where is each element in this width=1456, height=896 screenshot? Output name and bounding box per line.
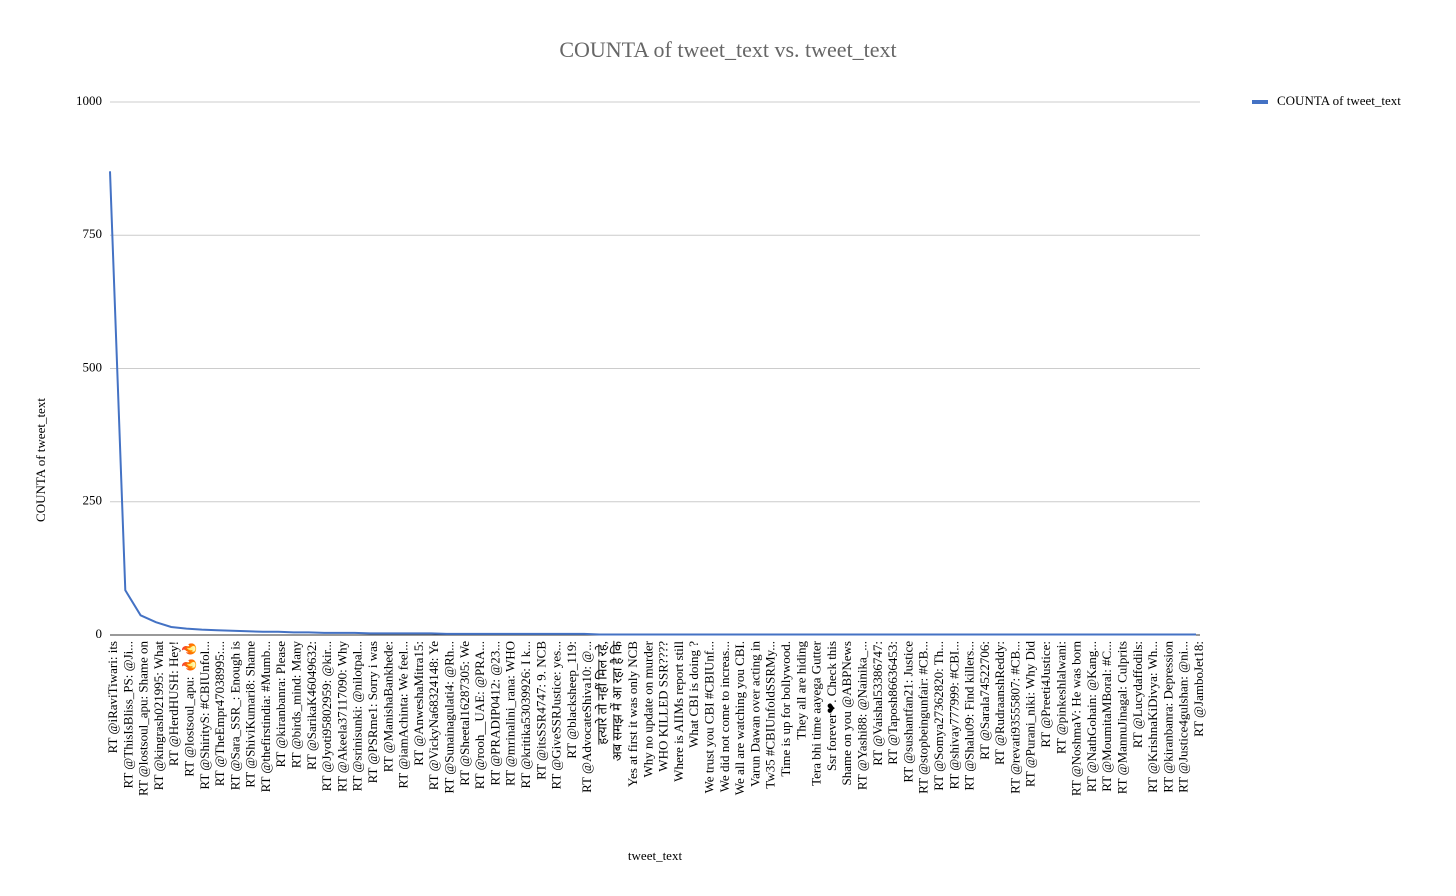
x-tick-label: We trust you CBI #CBIUnf... <box>702 641 717 793</box>
x-tick-label: RT @RudraanshReddy: <box>992 641 1007 765</box>
x-tick-label: We did not come to increas... <box>717 641 732 792</box>
x-tick-label: RT @Akeela37117090: Why <box>334 641 349 793</box>
x-tick-label: RT @thefirstindia: #Mumb... <box>258 641 273 792</box>
x-tick-label: Ssr forever❤. Check this <box>824 641 839 771</box>
x-tick-label: RT @KrishnaKiDivya: Wh... <box>1145 641 1160 793</box>
x-tick-label: RT @kritika53039926: I k... <box>518 641 533 788</box>
x-tick-label: RT @NoshmaV: He was born <box>1069 641 1084 797</box>
x-tick-label: We all are watching you CBI. <box>732 641 747 795</box>
x-tick-label: RT @Lucydaffodils: <box>1130 641 1145 748</box>
x-tick-label: Shame on you @ABPNews <box>839 641 854 786</box>
x-tick-label: RT @Somya27362820: Th... <box>931 641 946 791</box>
y-tick-label: 0 <box>96 626 103 641</box>
x-tick-label: RT @birds_mind: Many <box>289 641 304 769</box>
x-tick-label: RT @ShiviKumari8: Shame <box>243 641 258 788</box>
x-tick-label: हत्यारे तो नहीं मिल रहे, <box>594 641 609 745</box>
x-tick-label: RT @Sarala74522706: <box>977 641 992 760</box>
x-tick-label: RT @Taposh86636453: <box>885 641 900 765</box>
x-tick-label: RT @mrinalini_rana: WHO <box>503 641 518 786</box>
x-tick-label: RT @kiranbanra: Depression <box>1160 641 1175 793</box>
x-tick-label: RT @pinkeshlalwani: <box>1053 641 1068 754</box>
x-tick-label: RT @Yashi88: @Nainika_... <box>854 641 869 790</box>
x-tick-label: RT @GiveSSRJustice: yes... <box>549 641 564 790</box>
x-tick-label: RT @rooh__UAE: @PRA... <box>472 641 487 789</box>
x-tick-label: RT @iRaviTiwari: its <box>105 641 120 753</box>
x-tick-label: RT @ThisIsBliss_PS: @Ji... <box>120 641 135 789</box>
x-tick-label: RT @SarikaK46049632: <box>304 641 319 770</box>
x-tick-label: RT @AdvocateShiva10: @... <box>579 641 594 793</box>
x-tick-label: RT @kingrash021995: What <box>151 641 166 791</box>
x-tick-label: RT @MannuJinagal: Culprits <box>1115 641 1130 794</box>
x-tick-label: RT @Justice4gulshan: @ni... <box>1176 641 1191 793</box>
x-tick-label: RT @shivay777999: #CBI... <box>946 641 961 790</box>
x-tick-label: RT @PSRme1: Sorry i was <box>365 641 380 783</box>
x-tick-label: RT @Vaishal53386747: <box>870 641 885 766</box>
x-tick-label: Where is AIIMs report still <box>671 641 686 782</box>
x-tick-label: RT @lostsoul_apu: 🔥🔥 <box>181 641 196 777</box>
x-tick-label: RT @Shalu09: Find killers... <box>962 641 977 791</box>
x-tick-label: RT @VickyNa68324148: Ye <box>426 641 441 790</box>
y-tick-label: 500 <box>83 359 103 374</box>
x-tick-label: Time is up for bollywood. <box>778 641 793 777</box>
x-tick-label: RT @HerdHUSH: Hey! <box>166 641 181 766</box>
x-tick-label: RT @Sunainagulati4: @Rh... <box>441 641 456 794</box>
y-tick-label: 250 <box>83 493 103 508</box>
x-tick-label: Yes at first it was only NCB <box>625 641 640 787</box>
x-tick-label: RT @MoumitaMBoral: #C... <box>1099 641 1114 792</box>
x-tick-label: Tw35 #CBIUnfoldSSRMy... <box>763 641 778 789</box>
x-tick-label: They all are hiding <box>793 641 808 740</box>
y-tick-label: 1000 <box>76 93 102 108</box>
y-axis-label: COUNTA of tweet_text <box>33 398 48 522</box>
y-tick-label: 750 <box>83 226 103 241</box>
x-tick-label: RT @revati93555807: #CB... <box>1007 641 1022 794</box>
x-tick-label: Varun Dawan over acting in <box>747 641 762 787</box>
x-tick-label: RT @stopbeingunfair: #CB... <box>916 641 931 794</box>
x-tick-label: अब समझ में आ रहा है कि <box>610 640 625 761</box>
x-axis-label: tweet_text <box>628 848 683 863</box>
x-tick-label: RT @kiranbanra: Please <box>273 641 288 768</box>
x-tick-label: What CBI is doing ? <box>686 641 701 748</box>
x-tick-label: RT @ManishaBankhede: <box>380 641 395 772</box>
x-tick-label: RT @Sheetal16287305: We <box>457 641 472 786</box>
x-tick-label: RT @iamAchinta: We feel... <box>396 641 411 789</box>
chart-title: COUNTA of tweet_text vs. tweet_text <box>559 37 896 62</box>
x-tick-label: RT @blacksheep_119: <box>564 641 579 759</box>
x-tick-label: RT @JamboJet18: <box>1191 641 1206 737</box>
x-tick-label: RT @TheEmpr47038995:... <box>212 641 227 786</box>
legend-label: COUNTA of tweet_text <box>1277 93 1401 108</box>
x-tick-label: RT @Purani_niki: Why Did <box>1023 641 1038 788</box>
x-tick-label: RT @lostsoul_apu: Shame on <box>136 641 151 797</box>
x-tick-label: RT @sushantfan21: Justice <box>900 641 915 783</box>
x-tick-label: WHO KILLED SSR???? <box>656 641 671 772</box>
x-tick-label: RT @srinisunki: @nilotpal... <box>350 641 365 791</box>
x-tick-label: RT @Jyoti95802959: @kir... <box>319 641 334 791</box>
x-tick-label: RT @ShirityS: #CBIUnfol... <box>197 641 212 790</box>
x-tick-label: RT @Preeti4Justice: <box>1038 641 1053 748</box>
x-tick-label: RT @NathGohain: @Kang... <box>1084 641 1099 792</box>
x-tick-label: RT @AnweshaMitra15: <box>411 641 426 766</box>
x-tick-label: Tera bhi time aayega Gutter <box>809 640 824 786</box>
x-tick-label: RT @PRADIP0412: @23... <box>487 641 502 786</box>
x-tick-label: RT @itsSSR4747: 9. NCB <box>533 641 548 780</box>
x-tick-label: Why no update on murder <box>640 640 655 777</box>
data-line <box>109 171 1196 636</box>
x-tick-label: RT @Sara_SSR_: Enough is <box>227 641 242 790</box>
